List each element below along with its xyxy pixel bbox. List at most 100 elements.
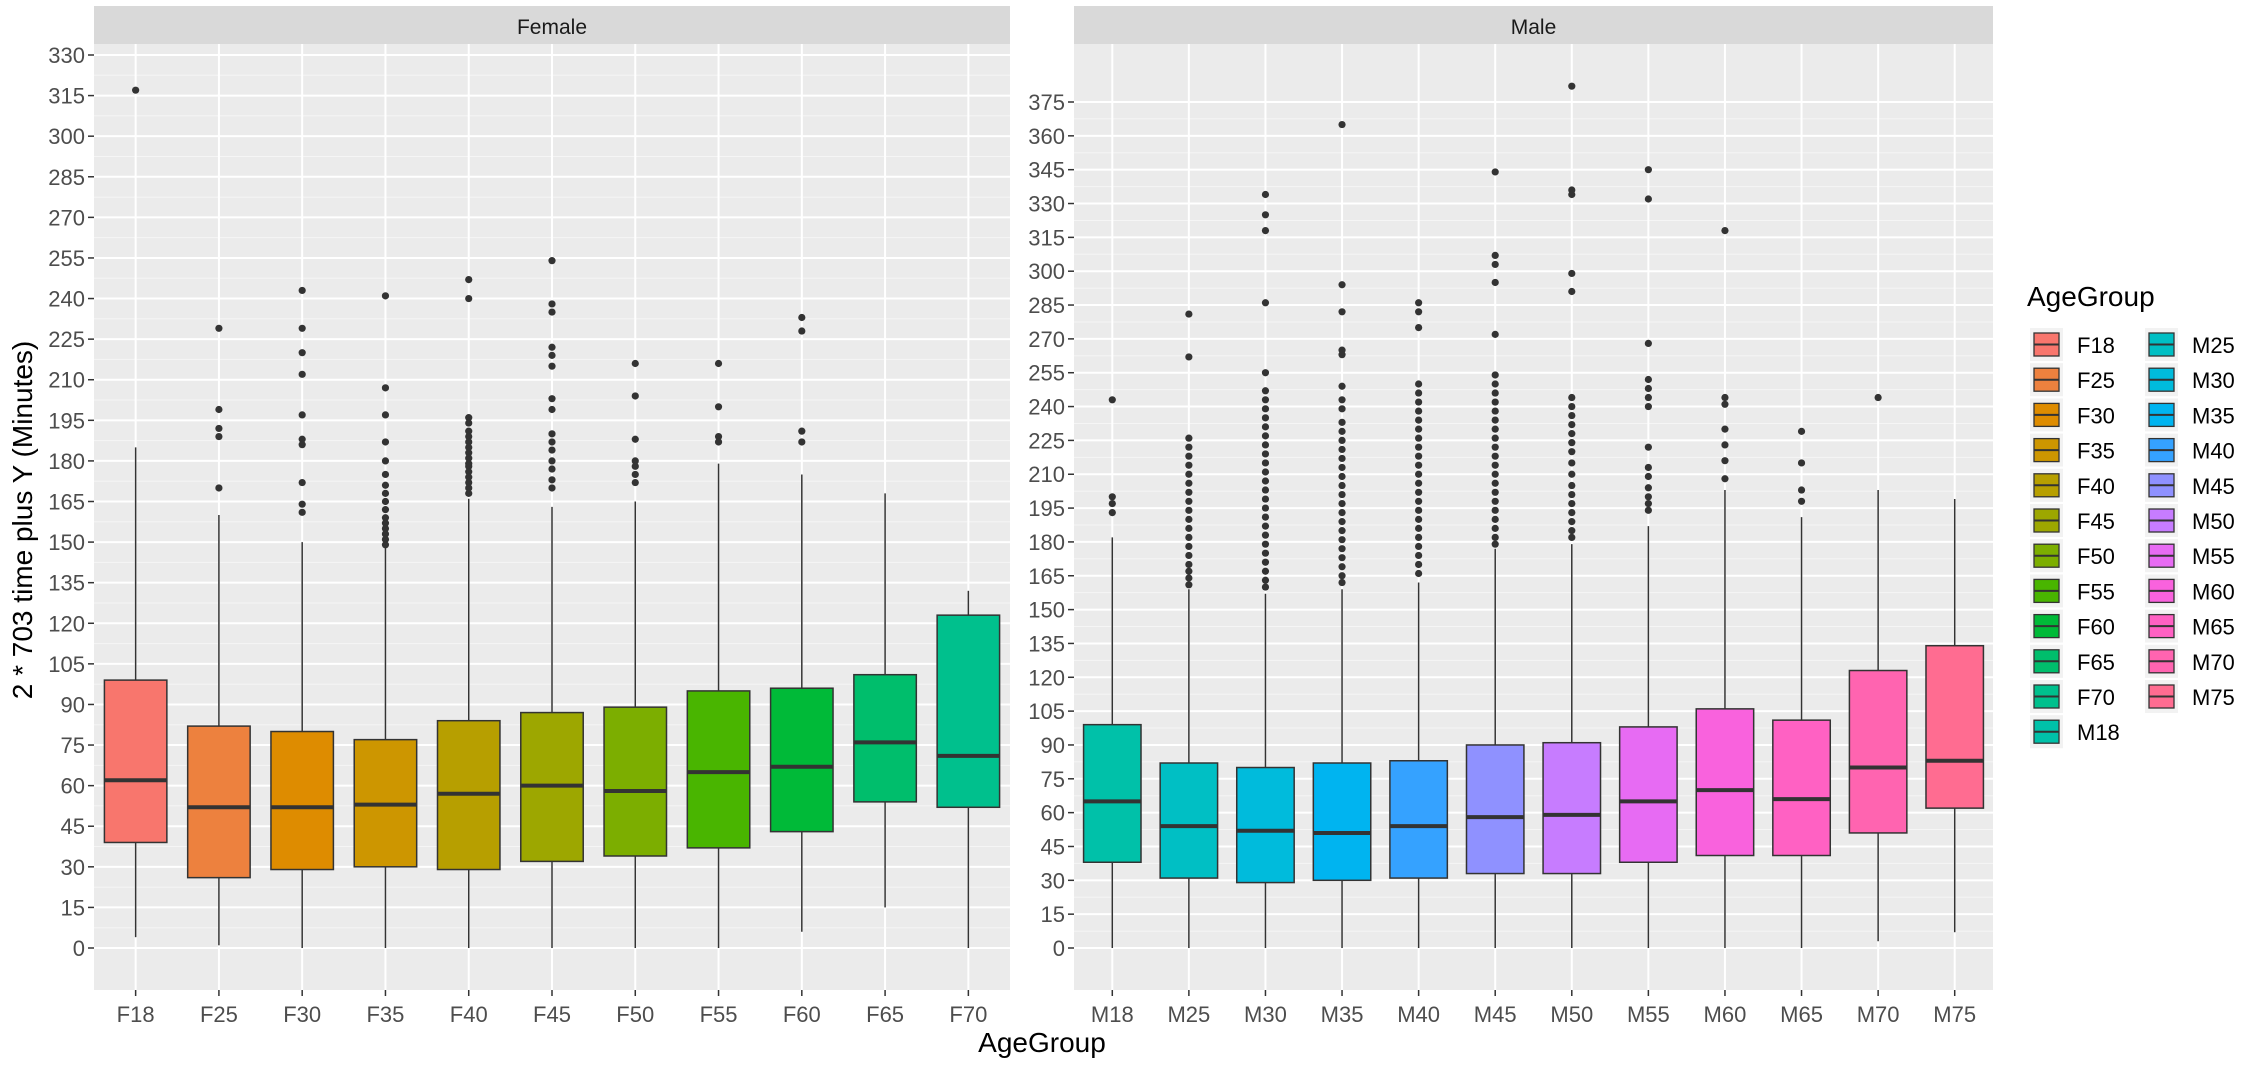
outlier-point	[1185, 567, 1193, 575]
y-tick-label: 315	[1028, 225, 1065, 250]
outlier-point	[1491, 434, 1499, 442]
outlier-point	[1338, 481, 1346, 490]
outlier-point	[298, 349, 306, 357]
outlier-point	[1491, 524, 1499, 532]
outlier-point	[548, 465, 556, 473]
outlier-point	[1491, 461, 1499, 469]
outlier-point	[381, 457, 390, 465]
outlier-point	[298, 324, 306, 332]
outlier-point	[714, 432, 723, 441]
iqr-box	[1695, 708, 1755, 857]
x-tick-label: M55	[1627, 1002, 1670, 1027]
outlier-point	[1568, 393, 1576, 402]
facet-panels: Female0153045607590105120135150165180195…	[48, 6, 1993, 1027]
box-m45	[1465, 168, 1525, 948]
outlier-point	[1721, 226, 1729, 235]
outlier-point	[465, 427, 473, 435]
legend-item-m35: M35	[2145, 398, 2235, 432]
outlier-point	[1568, 411, 1576, 420]
box-m30	[1235, 190, 1295, 948]
outlier-point	[1568, 490, 1576, 499]
box-m35	[1312, 120, 1372, 948]
outlier-point	[1261, 299, 1270, 307]
outlier-point	[548, 446, 556, 454]
panel-male: Male 0 15 30 45 60 75 90 105 120 135 150 165 180 195 21…	[1028, 6, 1993, 1027]
iqr-box	[1925, 644, 1985, 809]
iqr-box	[186, 725, 251, 879]
outlier-point	[548, 343, 556, 351]
y-tick-label: 30	[61, 855, 85, 880]
facet-strip	[94, 6, 1010, 44]
iqr-box	[1159, 762, 1219, 879]
legend-item-f40: F40	[2030, 468, 2115, 502]
outlier-point	[1261, 513, 1270, 521]
outlier-point	[1261, 567, 1270, 575]
outlier-point	[1261, 540, 1270, 548]
outlier-point	[465, 449, 473, 457]
outlier-point	[381, 384, 390, 392]
outlier-point	[1568, 518, 1576, 526]
y-tick-label: 120	[48, 611, 85, 636]
y-tick-label: 105	[48, 652, 85, 677]
y-tick-label: 285	[1028, 293, 1065, 318]
y-tick-label: 165	[48, 490, 85, 515]
outlier-point	[1338, 382, 1346, 390]
legend-item-f60: F60	[2030, 609, 2115, 643]
outlier-point	[1491, 425, 1499, 433]
facet-strip-label: Male	[1511, 16, 1557, 39]
x-tick-label: M40	[1397, 1002, 1440, 1027]
outlier-point	[1261, 414, 1270, 422]
x-tick-label: M70	[1857, 1002, 1900, 1027]
x-tick-label: F35	[366, 1002, 404, 1027]
y-tick-label: 180	[48, 449, 85, 474]
y-tick-label: 30	[1041, 868, 1065, 893]
y-tick-label: 300	[1028, 259, 1065, 284]
legend-label: F45	[2077, 509, 2115, 534]
y-tick-label: 195	[48, 408, 85, 433]
legend-item-m50: M50	[2145, 504, 2235, 537]
outlier-point	[381, 411, 390, 419]
outlier-point	[1338, 436, 1346, 444]
outlier-point	[1491, 506, 1499, 514]
outlier-point	[1338, 427, 1346, 435]
iqr-box	[603, 706, 668, 857]
outlier-point	[1644, 195, 1652, 203]
y-tick-label: 45	[61, 814, 85, 839]
y-tick-label: 285	[48, 165, 85, 190]
x-tick-label: M50	[1550, 1002, 1593, 1027]
outlier-point	[1415, 524, 1423, 532]
y-tick-label: 375	[1028, 90, 1065, 115]
box-f45	[520, 257, 584, 948]
outlier-point	[1568, 402, 1576, 411]
legend: AgeGroup F18 F25 F30 F35 F40 F45 F50 F55 F60 F65 F…	[2027, 281, 2235, 749]
outlier-point	[465, 473, 473, 481]
x-tick-label: F25	[200, 1002, 238, 1027]
outlier-point	[1261, 405, 1270, 413]
outlier-point	[1797, 486, 1806, 494]
y-tick-label: 15	[1041, 902, 1065, 927]
y-tick-label: 0	[1053, 936, 1065, 961]
outlier-point	[1797, 497, 1806, 505]
outlier-point	[631, 359, 639, 368]
x-tick-label: F45	[533, 1002, 571, 1027]
y-axis-title: 2 * 703 time plus Y (Minutes)	[7, 341, 38, 699]
y-tick-label: 75	[1041, 767, 1065, 792]
outlier-point	[381, 506, 390, 514]
legend-label: M35	[2192, 403, 2235, 428]
y-tick-label: 270	[1028, 327, 1065, 352]
outlier-point	[1108, 396, 1116, 404]
outlier-point	[631, 462, 639, 470]
iqr-box	[1848, 669, 1908, 834]
outlier-point	[1491, 260, 1499, 269]
iqr-box	[1082, 723, 1142, 864]
outlier-point	[1261, 495, 1270, 503]
outlier-point	[1415, 308, 1423, 316]
outlier-point	[1415, 488, 1423, 496]
outlier-point	[465, 478, 473, 487]
y-tick-label: 240	[48, 287, 85, 312]
outlier-point	[1415, 416, 1423, 424]
outlier-point	[1338, 554, 1346, 562]
outlier-point	[1568, 269, 1576, 278]
outlier-point	[1491, 515, 1499, 523]
y-tick-label: 120	[1028, 665, 1065, 690]
